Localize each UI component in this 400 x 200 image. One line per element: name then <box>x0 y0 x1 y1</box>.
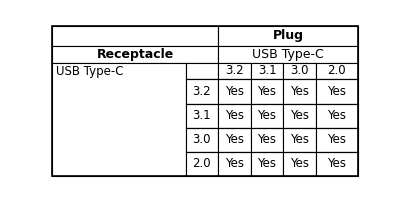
Text: 3.0: 3.0 <box>290 64 309 77</box>
Bar <box>316 79 358 104</box>
Text: Yes: Yes <box>290 109 309 122</box>
Bar <box>251 128 283 152</box>
Text: Receptacle: Receptacle <box>97 48 174 61</box>
Bar <box>251 104 283 128</box>
Text: Yes: Yes <box>290 85 309 98</box>
Bar <box>218 62 251 79</box>
Text: Yes: Yes <box>225 109 244 122</box>
Text: 3.2: 3.2 <box>225 64 244 77</box>
Bar <box>52 46 218 62</box>
Bar <box>251 62 283 79</box>
Text: USB Type-C: USB Type-C <box>56 65 124 78</box>
Text: Yes: Yes <box>258 157 276 170</box>
Bar <box>283 79 316 104</box>
Bar <box>316 152 358 176</box>
Bar <box>218 46 358 62</box>
Text: 3.2: 3.2 <box>192 85 211 98</box>
Bar <box>186 62 218 79</box>
Text: 3.1: 3.1 <box>192 109 211 122</box>
Text: 2.0: 2.0 <box>328 64 346 77</box>
Text: Yes: Yes <box>258 133 276 146</box>
Text: Yes: Yes <box>225 133 244 146</box>
Text: 3.0: 3.0 <box>193 133 211 146</box>
Text: Plug: Plug <box>272 29 304 42</box>
Bar <box>186 128 218 152</box>
Bar <box>218 79 251 104</box>
Bar <box>283 62 316 79</box>
Text: 2.0: 2.0 <box>192 157 211 170</box>
Bar <box>283 152 316 176</box>
Text: Yes: Yes <box>327 109 346 122</box>
Bar <box>316 62 358 79</box>
Bar <box>251 152 283 176</box>
Text: Yes: Yes <box>290 133 309 146</box>
Bar <box>316 128 358 152</box>
Bar <box>52 62 186 176</box>
Bar <box>283 104 316 128</box>
Text: Yes: Yes <box>327 133 346 146</box>
Bar <box>251 79 283 104</box>
Text: Yes: Yes <box>258 85 276 98</box>
Bar <box>186 79 218 104</box>
Text: 3.1: 3.1 <box>258 64 276 77</box>
Text: Yes: Yes <box>225 157 244 170</box>
Text: USB Type-C: USB Type-C <box>252 48 324 61</box>
Text: Yes: Yes <box>225 85 244 98</box>
Bar <box>283 128 316 152</box>
Bar <box>218 104 251 128</box>
Bar <box>316 104 358 128</box>
Bar <box>186 104 218 128</box>
Text: Yes: Yes <box>290 157 309 170</box>
Bar <box>218 128 251 152</box>
Bar <box>186 152 218 176</box>
Bar <box>52 26 218 46</box>
Text: Yes: Yes <box>327 157 346 170</box>
Text: Yes: Yes <box>327 85 346 98</box>
Text: Yes: Yes <box>258 109 276 122</box>
Bar <box>218 26 358 46</box>
Bar <box>218 152 251 176</box>
